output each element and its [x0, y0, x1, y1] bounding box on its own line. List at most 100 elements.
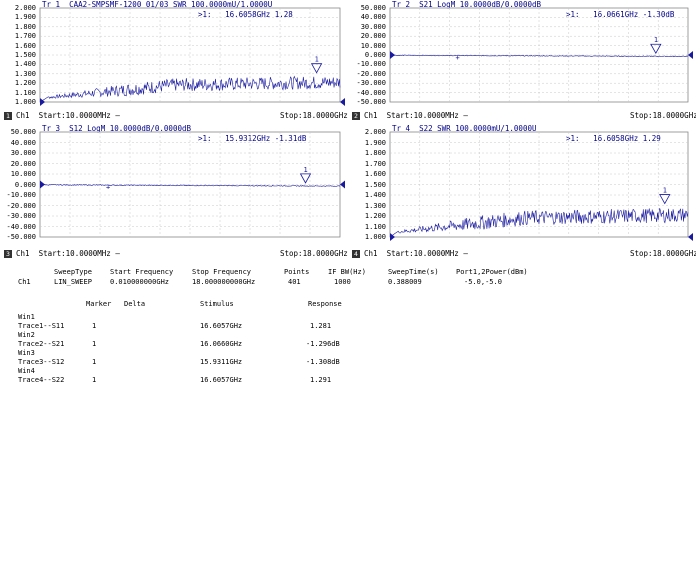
- trace-title: Tr 1 CAA2-SMPSMF-1200 01/03 SWR 100.0000…: [42, 0, 273, 9]
- y-tick-label: -20.000: [6, 201, 36, 210]
- y-tick-label: -40.000: [356, 88, 386, 97]
- marker-number-label: 1: [304, 166, 308, 174]
- marker-triangle[interactable]: [299, 173, 312, 184]
- reference-right-arrow: [340, 180, 345, 189]
- sweep-type-value: LIN_SWEEP: [54, 278, 92, 286]
- channel-footer: 4 Ch1 Start:10.0000MHz —: [352, 249, 468, 258]
- y-tick-label: -10.000: [6, 191, 36, 199]
- sweep-points-value: 401: [288, 278, 301, 286]
- stimulus-tick: +: [456, 54, 460, 62]
- marker-number: 1: [92, 376, 97, 384]
- channel-number: 2: [352, 112, 360, 120]
- sweep-header-ifbw: IF BW(Hz): [328, 268, 366, 276]
- trace-line: [389, 208, 689, 238]
- marker-readout: >1: 15.9312GHz -1.31dB: [198, 134, 307, 143]
- y-tick-label: -20.000: [356, 69, 386, 78]
- response-value: -1.308dB: [306, 358, 340, 366]
- stop-label: Stop:18.0000GHz: [280, 111, 348, 120]
- marker-number-label: 1: [654, 36, 658, 44]
- y-tick-label: -30.000: [356, 79, 386, 88]
- marker-readout: >1: 16.0661GHz -1.30dB: [566, 10, 675, 19]
- y-tick-label: 1.000: [14, 97, 36, 106]
- reference-right-arrow: [688, 233, 693, 241]
- trace-title: Tr 2 S21 LogM 10.0000dB/0.0000dB: [392, 0, 542, 9]
- trace-line: [389, 54, 689, 58]
- trace-plot[interactable]: 1+: [0, 124, 348, 260]
- sweep-header-time: SweepTime(s): [388, 268, 439, 276]
- channel-footer: 3 Ch1 Start:10.0000MHz —: [4, 249, 120, 258]
- marker-triangle[interactable]: [650, 43, 662, 55]
- y-tick-label: 0.000: [14, 180, 36, 189]
- sweep-channel: Ch1: [18, 278, 31, 286]
- channel-number: 1: [4, 112, 12, 120]
- y-tick-label: 30.000: [360, 22, 386, 31]
- marker-header: Marker: [86, 300, 112, 308]
- y-tick-label: -30.000: [6, 212, 36, 220]
- start-label: Ch1 Start:10.0000MHz —: [364, 111, 468, 120]
- marker-number: 1: [92, 358, 97, 366]
- marker-triangle[interactable]: [310, 63, 323, 74]
- stop-label: Stop:18.0000GHz: [280, 249, 348, 258]
- y-tick-label: -10.000: [356, 60, 386, 69]
- marker-readout: >1: 16.6058GHz 1.29: [566, 134, 661, 143]
- response-value: -1.296dB: [306, 340, 340, 348]
- pane-4: 2.000 1.900 1.800 1.700 1.600 1.500 1.400 1.300…: [350, 124, 696, 260]
- stimulus-value: 15.9311GHz: [200, 358, 243, 366]
- reference-left-arrow: [390, 233, 395, 241]
- pane-2: 50.000 40.000 30.000 20.000 10.000 0.000 -10.0…: [350, 0, 696, 125]
- y-tick-label: 40.000: [10, 138, 36, 147]
- pane-1: 2.000 1.900 1.800 1.700 1.600 1.500 1.400 1.300…: [0, 0, 348, 125]
- reference-left-arrow: [40, 180, 45, 189]
- marker-number: 1: [92, 322, 97, 330]
- y-tick-label: 2.000: [364, 128, 386, 136]
- trace-plot[interactable]: 1+: [350, 0, 696, 125]
- trace-plot[interactable]: 1: [350, 124, 696, 260]
- marker-number-label: 1: [315, 56, 319, 64]
- trace-label: Trace1--S11: [18, 322, 65, 330]
- response-header: Response: [308, 300, 342, 308]
- y-tick-label: 1.000: [364, 233, 386, 241]
- stimulus-tick: +: [106, 184, 110, 192]
- marker-triangle[interactable]: [659, 194, 671, 205]
- y-tick-label: 1.800: [14, 22, 36, 31]
- y-axis-labels: 2.000 1.900 1.800 1.700 1.600 1.500 1.400 1.300…: [0, 4, 36, 107]
- y-tick-label: 1.600: [364, 170, 386, 178]
- y-tick-label: 30.000: [10, 149, 36, 157]
- y-tick-label: 1.400: [364, 191, 386, 199]
- sweep-header-type: SweepType: [54, 268, 92, 276]
- y-tick-label: 1.100: [364, 222, 386, 231]
- sweep-power-value: -5.0,-5.0: [464, 278, 502, 286]
- sweep-header-start: Start Frequency: [110, 268, 174, 276]
- start-label: Ch1 Start:10.0000MHz —: [16, 111, 120, 120]
- win-label: Win1: [18, 313, 35, 321]
- y-tick-label: 1.600: [14, 41, 36, 50]
- y-tick-label: 40.000: [360, 13, 386, 22]
- stimulus-value: 16.6057GHz: [200, 376, 243, 384]
- trace-label: Trace2--S21: [18, 340, 65, 348]
- trace-plot[interactable]: 1: [0, 0, 348, 125]
- response-value: 1.281: [310, 322, 332, 330]
- y-tick-label: 1.700: [364, 159, 386, 168]
- start-label: Ch1 Start:10.0000MHz —: [364, 249, 468, 258]
- y-tick-label: 2.000: [14, 4, 36, 12]
- y-tick-label: 0.000: [364, 50, 386, 59]
- reference-left-arrow: [390, 51, 395, 59]
- y-tick-label: 50.000: [10, 128, 36, 136]
- trace-label: Trace4--S22: [18, 376, 65, 384]
- y-tick-label: 1.900: [364, 138, 386, 147]
- stop-label: Stop:18.0000GHz: [630, 111, 696, 120]
- marker-number-label: 1: [663, 187, 667, 195]
- stimulus-header: Stimulus: [200, 300, 234, 308]
- y-tick-label: 10.000: [10, 170, 36, 178]
- start-label: Ch1 Start:10.0000MHz —: [16, 249, 120, 258]
- channel-footer: 2 Ch1 Start:10.0000MHz —: [352, 111, 468, 120]
- y-tick-label: 1.200: [14, 79, 36, 88]
- y-tick-label: 1.900: [14, 13, 36, 22]
- channel-number: 3: [4, 250, 12, 258]
- trace-line: [39, 75, 341, 103]
- channel-number: 4: [352, 250, 360, 258]
- y-tick-label: 50.000: [360, 4, 386, 12]
- sweep-start-value: 0.010000000GHz: [110, 278, 170, 286]
- y-tick-label: 10.000: [360, 41, 386, 50]
- stop-label: Stop:18.0000GHz: [630, 249, 696, 258]
